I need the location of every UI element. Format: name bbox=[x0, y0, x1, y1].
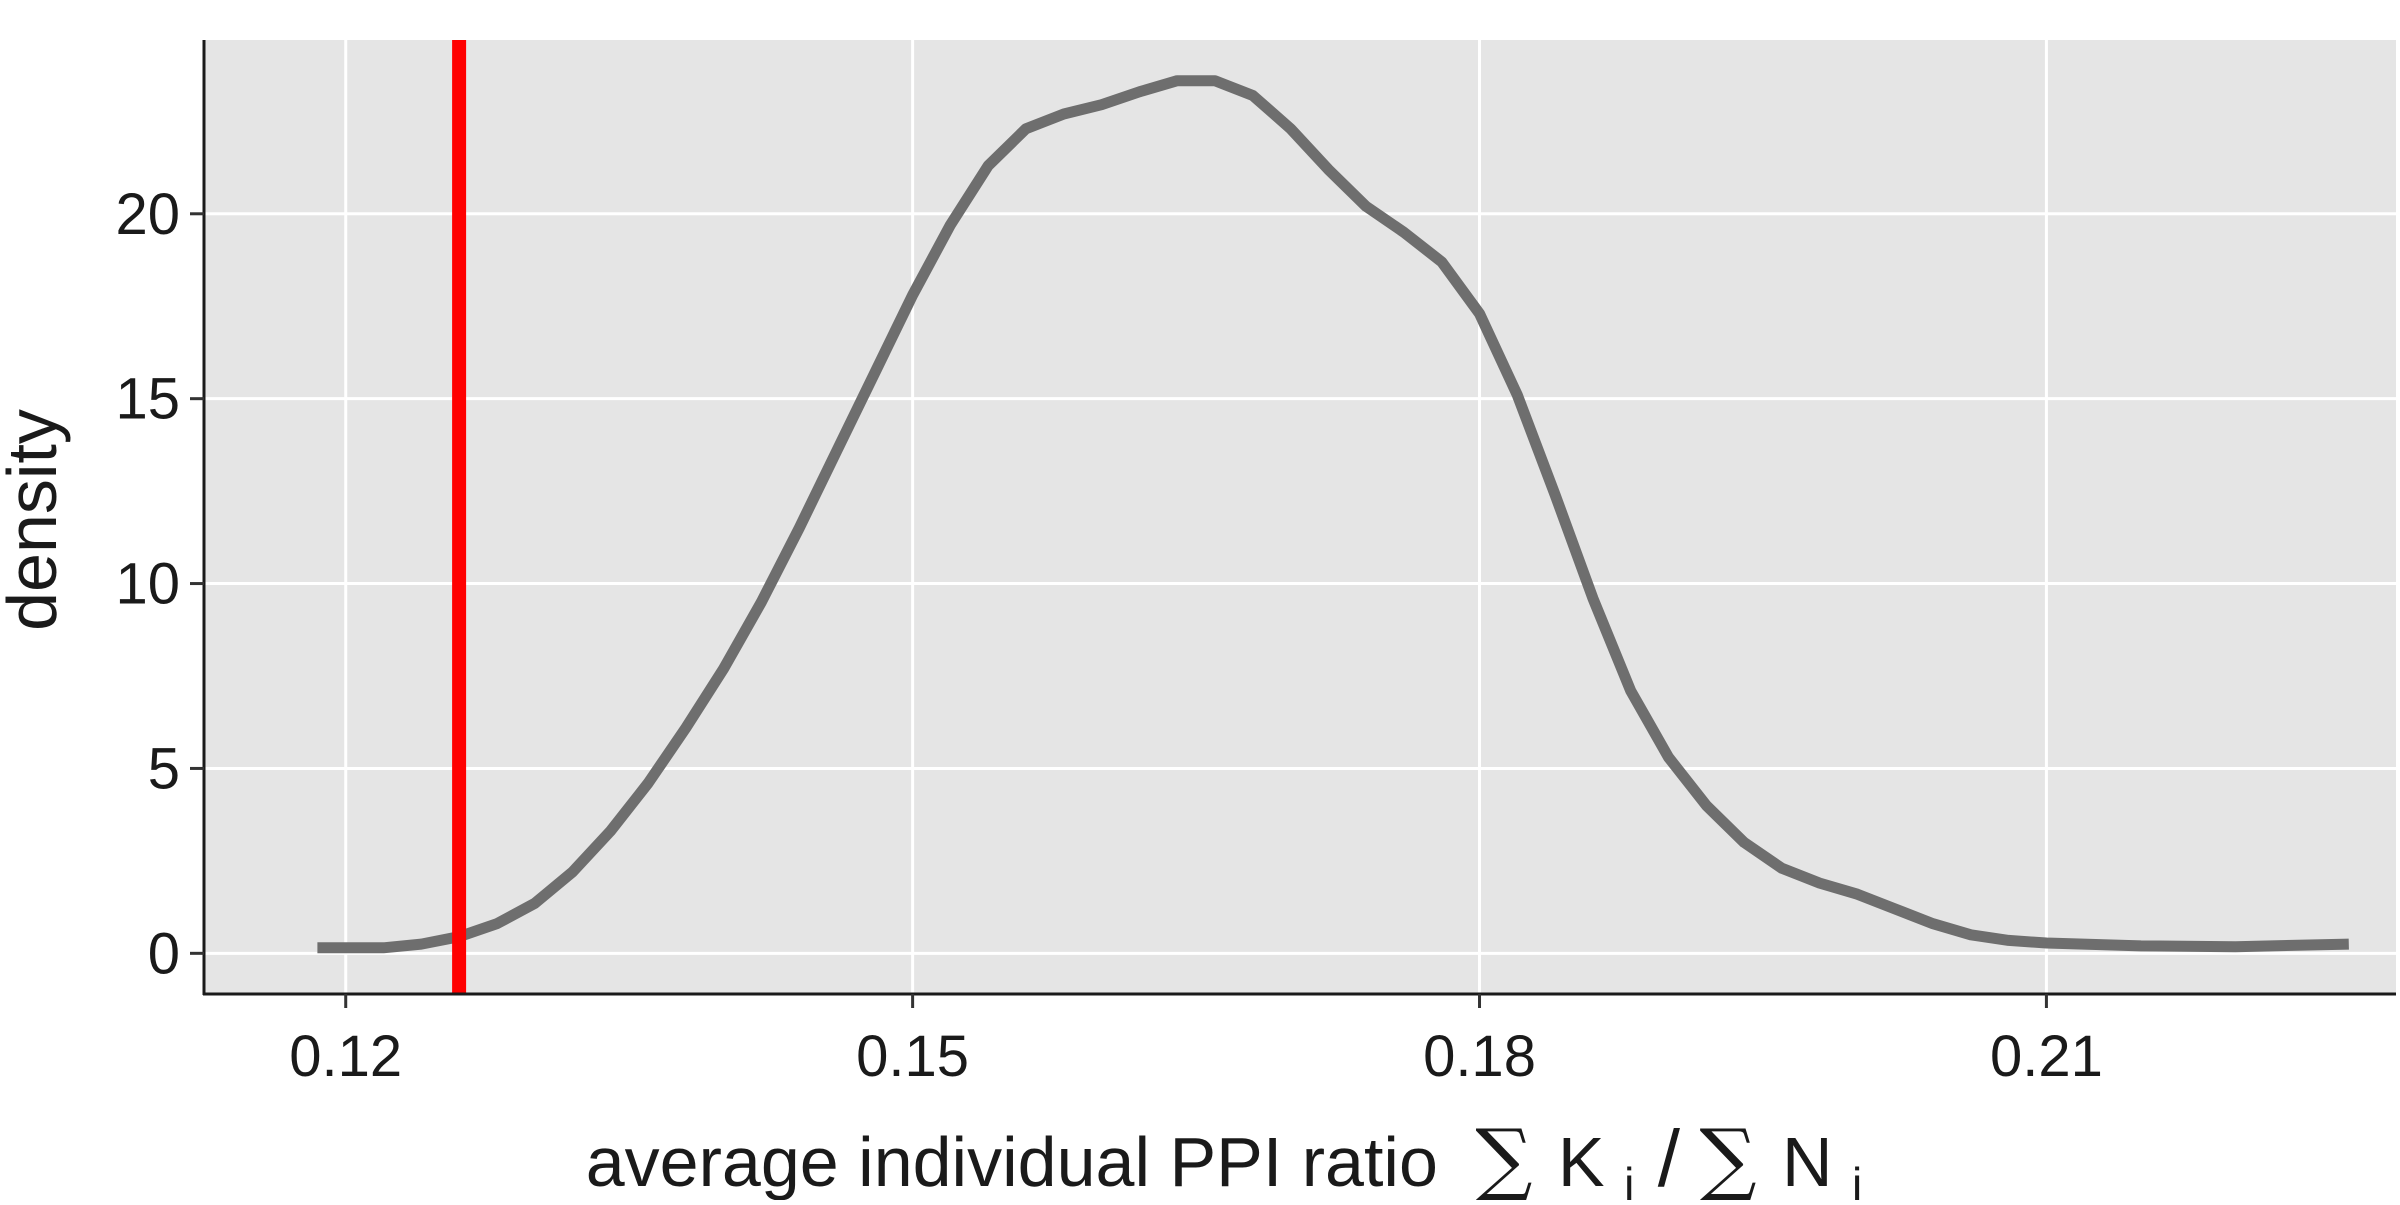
y-axis-title: density bbox=[0, 409, 71, 631]
axis-layer bbox=[202, 40, 2396, 996]
y-tick-label-10: 10 bbox=[115, 552, 180, 617]
x-formula-var-k: K bbox=[1558, 1123, 1605, 1200]
y-tick-label-15: 15 bbox=[115, 367, 180, 432]
y-tick-label-0: 0 bbox=[148, 921, 180, 986]
y-tick-label-5: 5 bbox=[148, 736, 180, 801]
x-axis-title-text: average individual PPI ratio bbox=[586, 1123, 1438, 1200]
x-axis-title: average individual PPI ratio ∑ K i / ∑ N… bbox=[586, 1112, 1863, 1200]
x-formula-sub-i-1: i bbox=[1624, 1158, 1634, 1200]
x-formula-var-n: N bbox=[1782, 1123, 1833, 1200]
x-tick-label-0.18: 0.18 bbox=[1423, 1024, 1536, 1089]
x-formula-sub-i-2: i bbox=[1852, 1158, 1862, 1200]
density-curve bbox=[317, 75, 2349, 954]
x-formula-divider: / bbox=[1658, 1114, 1681, 1200]
grid-layer bbox=[204, 40, 2396, 994]
x-tick-label-0.15: 0.15 bbox=[856, 1024, 969, 1089]
series-layer bbox=[317, 75, 2349, 954]
x-formula-sum-1: ∑ bbox=[1475, 1112, 1532, 1200]
x-tick-label-0.21: 0.21 bbox=[1990, 1024, 2103, 1089]
plot-panel bbox=[204, 40, 2396, 994]
x-tick-label-0.12: 0.12 bbox=[289, 1024, 402, 1089]
x-formula-sum-2: ∑ bbox=[1699, 1112, 1756, 1200]
tick-layer: 0.12 0.15 0.18 0.21 0 5 10 15 20 bbox=[115, 182, 2102, 1089]
y-tick-label-20: 20 bbox=[115, 182, 180, 247]
